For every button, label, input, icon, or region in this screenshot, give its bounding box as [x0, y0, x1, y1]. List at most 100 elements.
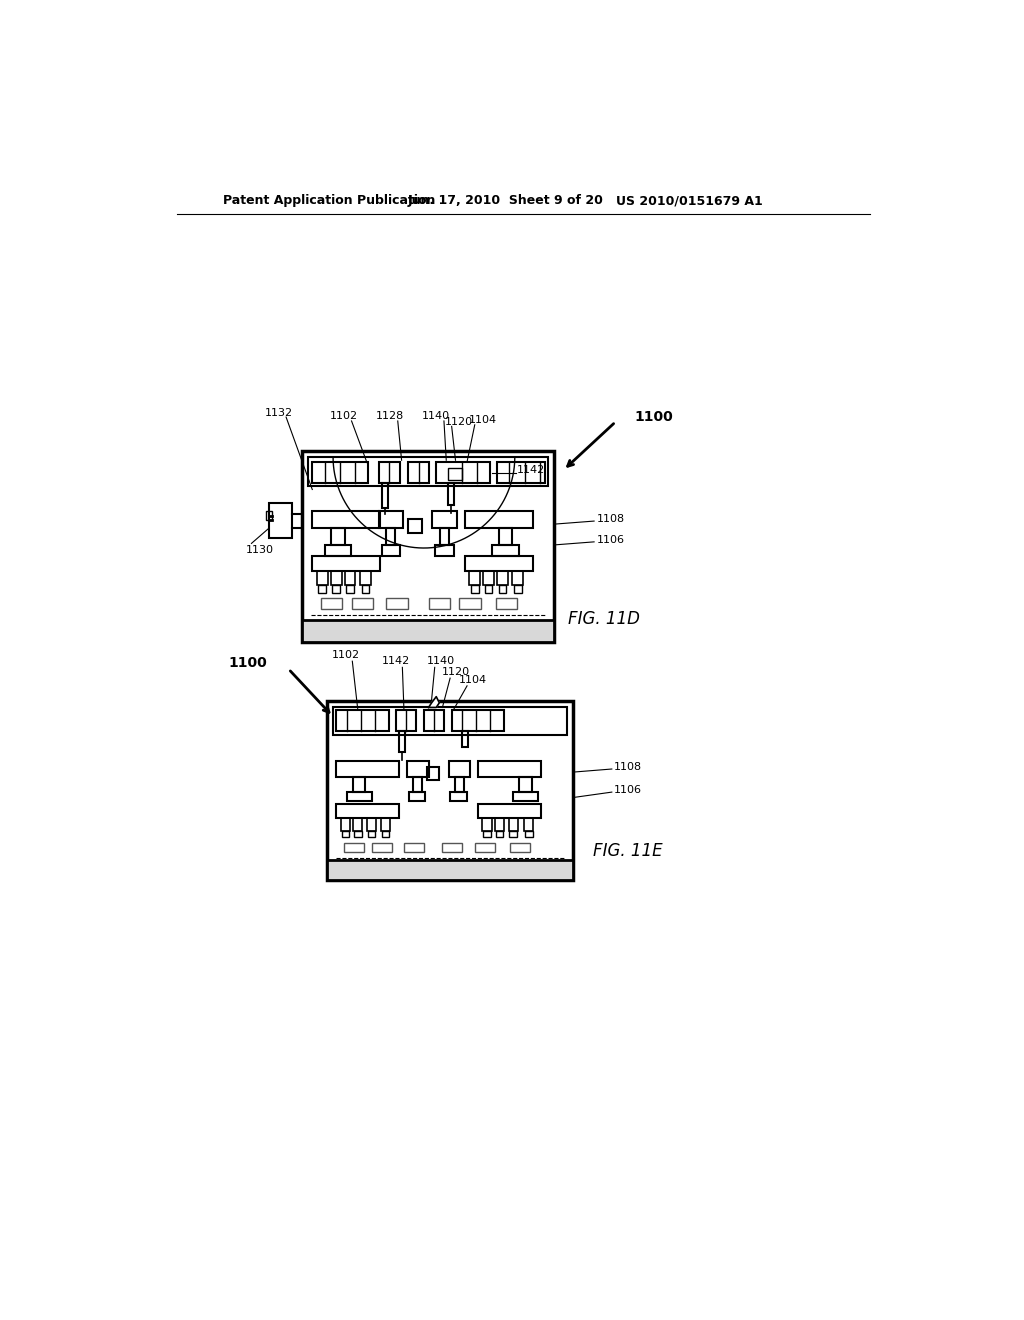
Text: 1140: 1140 [427, 656, 455, 667]
Bar [469, 572, 480, 585]
Bar [435, 545, 454, 556]
Bar [524, 830, 532, 837]
Bar [325, 545, 351, 556]
Bar [333, 708, 567, 735]
Bar [407, 762, 429, 776]
Bar [424, 710, 444, 730]
Bar [514, 585, 521, 593]
Bar [427, 767, 439, 780]
Text: 1106: 1106 [613, 785, 641, 795]
Bar [386, 598, 408, 609]
Bar [465, 556, 532, 572]
Bar [460, 598, 481, 609]
Bar [301, 620, 554, 642]
Bar [312, 462, 368, 483]
Text: 1102: 1102 [330, 412, 358, 421]
Text: 1100: 1100 [635, 411, 674, 424]
Bar [455, 776, 464, 792]
Text: 1108: 1108 [596, 513, 625, 524]
Bar [512, 572, 523, 585]
Bar [524, 818, 534, 830]
Bar [475, 843, 495, 853]
Bar [382, 483, 388, 508]
Bar [331, 528, 345, 545]
Bar [333, 585, 340, 593]
Bar [336, 762, 399, 776]
Bar [519, 776, 531, 792]
Bar [478, 804, 541, 818]
Bar [482, 818, 492, 830]
Text: 1102: 1102 [332, 649, 360, 660]
Text: 1120: 1120 [442, 667, 470, 677]
Bar [483, 830, 490, 837]
Bar [496, 598, 517, 609]
Bar [382, 830, 389, 837]
Text: 1142: 1142 [382, 656, 411, 667]
Bar [368, 830, 376, 837]
Bar [396, 710, 416, 730]
Bar [316, 572, 328, 585]
Bar [499, 585, 506, 593]
Bar [379, 462, 400, 483]
Text: FIG. 11E: FIG. 11E [593, 842, 663, 861]
Bar [386, 528, 395, 545]
Bar [509, 818, 518, 830]
Bar [347, 792, 372, 801]
Text: Patent Application Publication: Patent Application Publication [223, 194, 435, 207]
Bar [398, 730, 404, 752]
Bar [318, 585, 326, 593]
Bar [432, 511, 457, 528]
Bar [471, 585, 478, 593]
Bar [344, 843, 364, 853]
Text: 1128: 1128 [376, 412, 404, 421]
Bar [360, 572, 371, 585]
Polygon shape [429, 697, 439, 708]
Bar [361, 585, 370, 593]
Bar [484, 585, 493, 593]
Bar [436, 462, 490, 483]
Bar [351, 598, 373, 609]
Bar [382, 545, 400, 556]
Bar [336, 804, 399, 818]
Bar [447, 469, 462, 480]
Text: 1100: 1100 [228, 656, 267, 669]
Bar [342, 830, 349, 837]
Text: 1104: 1104 [459, 675, 487, 685]
Text: 1142: 1142 [517, 465, 546, 475]
Bar [312, 511, 380, 528]
Bar [440, 528, 450, 545]
Text: FIG. 11D: FIG. 11D [568, 610, 640, 628]
Bar [341, 818, 350, 830]
Bar [379, 511, 403, 528]
Bar [509, 830, 517, 837]
Bar [499, 528, 512, 545]
Bar [367, 818, 376, 830]
Text: 1132: 1132 [264, 408, 293, 417]
Bar [495, 818, 504, 830]
Bar [452, 710, 504, 730]
Bar [451, 792, 467, 801]
Bar [513, 792, 538, 801]
Bar [331, 572, 342, 585]
Bar [345, 572, 355, 585]
Bar [307, 457, 548, 487]
Bar [483, 572, 494, 585]
Bar [353, 776, 366, 792]
Text: 1120: 1120 [445, 417, 473, 426]
Bar [336, 710, 388, 730]
Bar [429, 598, 451, 609]
Bar [442, 843, 463, 853]
Bar [301, 451, 554, 642]
Text: 1108: 1108 [613, 762, 641, 772]
Bar [497, 462, 545, 483]
Bar [321, 598, 342, 609]
Bar [447, 483, 454, 504]
Bar [413, 776, 422, 792]
Bar [381, 818, 390, 830]
Text: 1106: 1106 [596, 535, 625, 545]
Bar [312, 556, 380, 572]
Text: Jun. 17, 2010  Sheet 9 of 20: Jun. 17, 2010 Sheet 9 of 20 [408, 194, 603, 207]
Text: US 2010/0151679 A1: US 2010/0151679 A1 [615, 194, 763, 207]
Text: 1140: 1140 [422, 412, 451, 421]
Bar [408, 462, 429, 483]
